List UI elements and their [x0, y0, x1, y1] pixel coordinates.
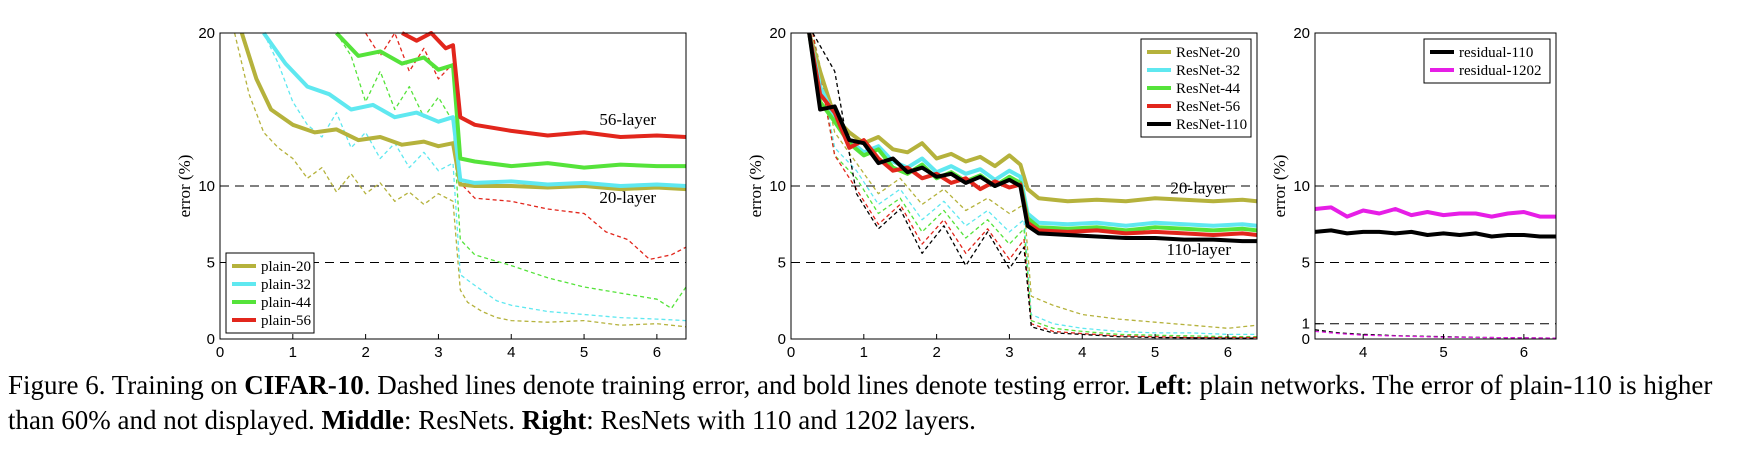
left-legend-label: plain-32 — [261, 277, 311, 293]
middle-legend-label: ResNet-32 — [1176, 63, 1240, 79]
middle-xtick-label: 3 — [1005, 344, 1013, 360]
left-series-plain-32-test — [262, 31, 686, 188]
left-ytick-label: 20 — [198, 25, 215, 42]
middle-panel: 0123456051020iter. (1e4)error (%)20-laye… — [746, 25, 1258, 360]
right-ytick-label: 5 — [1302, 255, 1310, 272]
left-ytick-label: 0 — [207, 331, 215, 348]
left-annotation-20-layer: 20-layer — [599, 188, 656, 207]
middle-series-train-1-train — [812, 32, 1257, 336]
figure-6-plots: 0123456051020iter. (1e4)error (%)56-laye… — [175, 25, 1557, 360]
middle-xtick-label: 4 — [1078, 344, 1086, 360]
caption-left-label: Left — [1137, 370, 1186, 400]
left-legend-label: plain-56 — [261, 313, 311, 329]
middle-legend-label: ResNet-44 — [1176, 81, 1241, 97]
left-panel: 0123456051020iter. (1e4)error (%)56-laye… — [175, 25, 687, 360]
left-ytick-label: 5 — [207, 255, 215, 272]
left-xtick-label: 1 — [289, 344, 297, 360]
middle-xtick-label: 6 — [1224, 344, 1232, 360]
right-xtick-label: 4 — [1359, 344, 1367, 360]
right-xtick-label: 5 — [1439, 344, 1447, 360]
caption-figure-label: Figure 6. Training on — [8, 370, 245, 400]
caption-middle-label: Middle — [321, 405, 404, 435]
caption-left-text: : plain networks. The error of plain-110… — [8, 370, 1713, 435]
right-legend-label: residual-1202 — [1459, 63, 1541, 79]
left-y-axis-label: error (%) — [175, 155, 194, 218]
left-legend: plain-20 plain-32 plain-44 plain-56 — [225, 252, 315, 334]
middle-legend-label: ResNet-20 — [1176, 45, 1240, 61]
middle-xtick-label: 1 — [860, 344, 868, 360]
right-y-axis-label: error (%) — [1270, 155, 1289, 218]
right-ytick-label: 0 — [1302, 331, 1310, 348]
middle-legend: ResNet-20 ResNet-32 ResNet-44 ResNet-56 ResN… — [1140, 38, 1252, 138]
right-series-residual-1202-test — [1315, 205, 1556, 219]
middle-ytick-label: 20 — [769, 25, 786, 42]
right-ytick-label: 10 — [1293, 178, 1310, 195]
left-xtick-label: 3 — [434, 344, 442, 360]
figure-caption: Figure 6. Training on CIFAR-10. Dashed l… — [8, 368, 1733, 438]
middle-y-axis-label: error (%) — [746, 155, 765, 218]
middle-annotation-110-layer: 110-layer — [1166, 240, 1231, 259]
caption-middle-text: : ResNets. — [403, 405, 522, 435]
left-series-plain-44-test — [335, 31, 686, 170]
middle-ytick-label: 0 — [778, 331, 786, 348]
right-ytick-label: 20 — [1293, 25, 1310, 42]
middle-series-resnet-110-test — [807, 32, 1257, 244]
caption-right-text: : ResNets with 110 and 1202 layers. — [586, 405, 976, 435]
left-series-train-0-train — [233, 32, 686, 328]
right-panel: 4560151020iter. (1e4)error (%)residual-1… — [1270, 25, 1557, 360]
middle-xtick-label: 0 — [787, 344, 795, 360]
right-legend-label: residual-110 — [1459, 45, 1533, 61]
left-legend-label: plain-20 — [261, 259, 311, 275]
left-series-train-2-train — [335, 32, 686, 310]
middle-series-train-2-train — [812, 32, 1257, 338]
right-series-train-1-train — [1315, 330, 1556, 339]
left-xtick-label: 6 — [653, 344, 661, 360]
left-xtick-label: 0 — [216, 344, 224, 360]
left-xtick-label: 4 — [507, 344, 515, 360]
caption-dataset: CIFAR-10 — [244, 370, 364, 400]
left-xtick-label: 5 — [580, 344, 588, 360]
figure-6: 0123456051020iter. (1e4)error (%)56-laye… — [175, 25, 1557, 360]
middle-legend-label: ResNet-56 — [1176, 99, 1241, 115]
left-annotation-56-layer: 56-layer — [599, 110, 656, 129]
caption-dashed-note: . Dashed lines denote training error, an… — [363, 370, 1138, 400]
left-series-plain-20-test — [239, 32, 686, 192]
right-series-residual-110-test — [1315, 228, 1556, 239]
left-xtick-label: 2 — [361, 344, 369, 360]
caption-right-label: Right — [521, 405, 587, 435]
middle-legend-label: ResNet-110 — [1176, 117, 1247, 133]
right-legend: residual-110 residual-1202 — [1423, 38, 1551, 84]
middle-xtick-label: 2 — [932, 344, 940, 360]
middle-annotation-20-layer: 20-layer — [1170, 179, 1227, 198]
right-xtick-label: 6 — [1520, 344, 1528, 360]
middle-xtick-label: 5 — [1151, 344, 1159, 360]
right-ytick-label: 1 — [1302, 316, 1310, 333]
middle-series-resnet-32-test — [807, 32, 1257, 228]
left-series-train-3-train — [365, 32, 686, 261]
middle-ytick-label: 10 — [769, 178, 786, 195]
middle-series-train-0-train — [812, 32, 1257, 329]
left-legend-label: plain-44 — [261, 295, 311, 311]
left-ytick-label: 10 — [198, 178, 215, 195]
middle-ytick-label: 5 — [778, 255, 786, 272]
